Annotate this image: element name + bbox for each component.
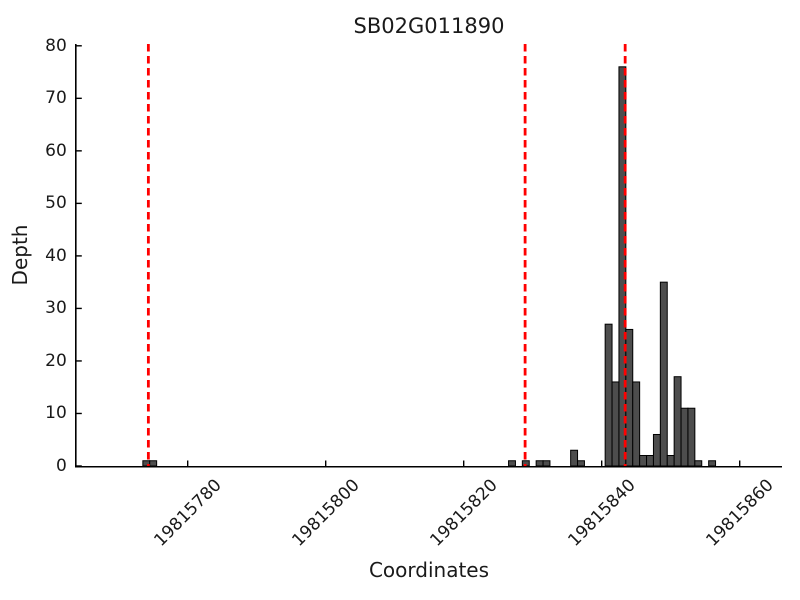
y-tick-label: 30 <box>45 298 67 319</box>
chart-title: SB02G011890 <box>353 14 505 38</box>
y-tick-label: 70 <box>45 88 67 109</box>
depth-bar <box>694 460 703 467</box>
y-tick-label: 80 <box>45 35 67 56</box>
y-tick-label: 60 <box>45 140 67 161</box>
depth-bar <box>570 449 579 467</box>
depth-bar <box>639 454 648 467</box>
depth-bar <box>149 460 158 467</box>
y-tick-label: 20 <box>45 350 67 371</box>
depth-bar <box>666 454 675 467</box>
depth-bar <box>646 454 654 467</box>
y-tick-label: 0 <box>55 456 67 476</box>
depth-bar <box>652 433 661 467</box>
x-axis-label: Coordinates <box>368 558 490 582</box>
depth-bar <box>659 281 668 467</box>
y-tick-label: 10 <box>45 403 67 424</box>
depth-bar <box>687 407 696 467</box>
depth-bar <box>632 381 641 467</box>
depth-bar <box>535 460 544 467</box>
depth-bar <box>577 460 585 467</box>
depth-bar <box>542 460 551 467</box>
depth-bar <box>680 407 689 467</box>
depth-bar <box>708 460 717 467</box>
depth-bar <box>625 328 634 467</box>
y-tick-label: 40 <box>45 245 67 266</box>
depth-bar <box>611 381 620 467</box>
depth-bar <box>673 376 682 467</box>
depth-bar <box>604 323 613 467</box>
depth-bar <box>508 460 516 467</box>
y-tick-label: 50 <box>45 193 67 214</box>
